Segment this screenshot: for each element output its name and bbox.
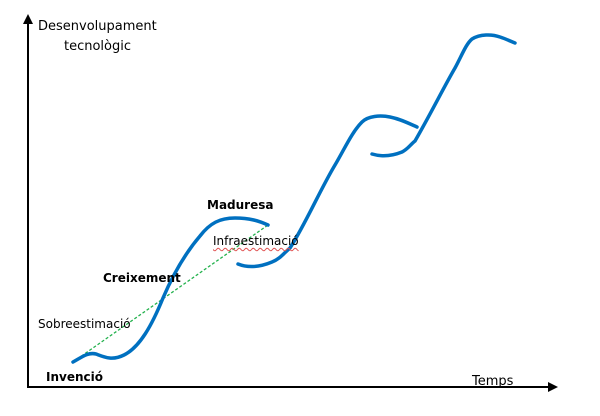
s-curve-2 <box>236 114 419 269</box>
annotation-underestimation: Infraestimació <box>213 234 299 248</box>
annotation-overestimation: Sobreestimació <box>38 317 131 331</box>
stage-label-invention: Invenció <box>46 370 103 384</box>
stage-label-maturity: Maduresa <box>207 198 274 212</box>
x-axis-label: Temps <box>472 374 514 389</box>
s-curve-1 <box>71 216 270 364</box>
y-axis-label-line2: tecnològic <box>64 39 132 54</box>
s-curve-3 <box>370 33 517 158</box>
y-axis-label-line1: Desenvolupament <box>38 19 157 34</box>
stage-label-growth: Creixement <box>103 271 181 285</box>
